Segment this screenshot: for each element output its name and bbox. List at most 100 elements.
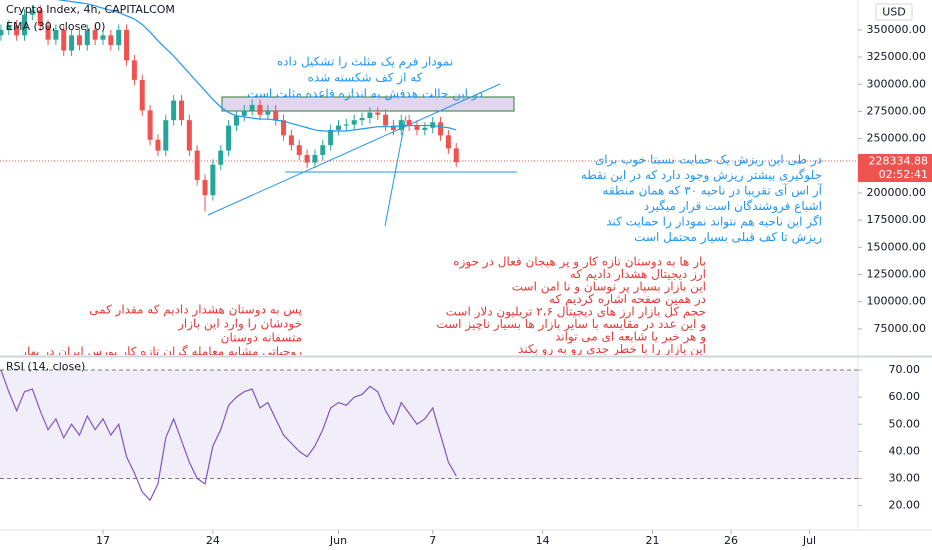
- candle-body: [367, 112, 373, 118]
- candle-body: [351, 120, 357, 125]
- y-tick-label: 100000.00: [867, 295, 927, 308]
- candle-body: [335, 125, 341, 130]
- candle-body: [53, 29, 59, 40]
- annotation-text: که از کف شکسته شده: [308, 71, 423, 86]
- candle-body: [84, 29, 90, 46]
- candle-body: [45, 25, 51, 40]
- indicator-label: EMA (30, close, 0): [6, 20, 105, 33]
- candle-body: [304, 154, 310, 163]
- last-price-label: 228334.88: [869, 155, 929, 168]
- candle-body: [390, 125, 396, 130]
- annotation-text: بار ها به دوستان تازه کار و پر هیجان فعا…: [453, 255, 706, 270]
- candle-body: [312, 154, 318, 163]
- candle-body: [139, 79, 145, 111]
- candle-body: [406, 120, 412, 126]
- annotation-text: این بازار بسیار پر نوسان و نا امن است: [512, 280, 706, 295]
- rsi-y-tick-label: 50.00: [889, 417, 921, 430]
- candle-body: [383, 114, 389, 126]
- candle-body: [6, 25, 12, 30]
- candle-body: [257, 104, 263, 115]
- candle-body: [210, 164, 216, 196]
- candle-body: [438, 122, 444, 136]
- candle-body: [178, 100, 184, 121]
- candle-body: [233, 115, 239, 126]
- candle-body: [100, 35, 106, 40]
- annotation-text: اشباع فروشندگان است قرار میگیرد: [644, 199, 822, 214]
- y-tick-label: 250000.00: [867, 132, 927, 145]
- y-tick-label: 275000.00: [867, 104, 927, 117]
- candle-body: [453, 148, 459, 163]
- candle-body: [288, 135, 294, 146]
- candle-body: [375, 112, 381, 115]
- candle-body: [422, 127, 428, 130]
- candle-body: [281, 120, 287, 136]
- rsi-pane: [0, 369, 858, 502]
- candle-body: [147, 110, 153, 140]
- candle-body: [163, 120, 169, 151]
- candle-body: [37, 10, 43, 26]
- y-tick-label: 200000.00: [867, 186, 927, 199]
- annotation-text: نمودار فرم یک مثلث را تشکیل داده: [277, 55, 453, 70]
- candle-body: [61, 29, 67, 51]
- candle-body: [328, 129, 334, 146]
- candle-body: [92, 29, 98, 40]
- x-tick-label: Jun: [329, 534, 347, 547]
- candle-body: [0, 29, 4, 36]
- annotation-text: این بازار را با خطر جدی رو به رو بکند: [518, 342, 706, 357]
- candle-body: [14, 25, 20, 36]
- rsi-y-tick-label: 30.00: [889, 471, 921, 484]
- candle-body: [29, 10, 35, 15]
- candle-body: [155, 139, 161, 151]
- annotation-text: و هر خبر یا شایعه ای می تواند: [555, 330, 706, 345]
- rsi-band: [0, 370, 858, 479]
- candle-body: [343, 124, 349, 126]
- currency-box[interactable]: [875, 3, 913, 21]
- rsi-y-tick-label: 70.00: [889, 363, 921, 376]
- candle-body: [194, 150, 200, 180]
- annotation-text: جلوگیری بیشتر ریزش وجود دارد که در این ن…: [581, 168, 822, 183]
- candle-body: [320, 145, 326, 155]
- rsi-title: RSI (14, close): [6, 360, 85, 373]
- candle-body: [116, 29, 122, 46]
- currency-label[interactable]: USD: [882, 6, 906, 19]
- candle-body: [296, 145, 302, 155]
- candle-body: [186, 120, 192, 151]
- candle-body: [202, 179, 208, 196]
- x-tick-label: 14: [536, 534, 550, 547]
- y-tick-label: 150000.00: [867, 240, 927, 253]
- rsi-y-tick-label: 20.00: [889, 499, 921, 512]
- candle-body: [241, 110, 247, 116]
- annotation-text: متسفانه دوستان: [221, 331, 302, 346]
- annotation-text: در همین صفحه اشاره کردیم که: [549, 292, 706, 307]
- annotation-text: ارز دیجیتال هشدار دادیم که: [570, 267, 706, 282]
- candle-body: [171, 100, 177, 121]
- annotation-text: و این عدد در مقایسه با سایر بازار ها بسی…: [436, 317, 706, 332]
- x-tick-label: 26: [724, 534, 738, 547]
- candle-body: [414, 125, 420, 130]
- annotation-text: حجم کل بازار ارز های دیجیتال ۲،۶ تریلیون…: [446, 305, 706, 320]
- candle-body: [76, 35, 82, 46]
- candle-body: [249, 104, 255, 111]
- rsi-y-tick-label: 40.00: [889, 444, 921, 457]
- annotation-text: اگر این ناحیه هم نتواند نمودار را حمایت …: [606, 215, 822, 230]
- candle-body: [69, 35, 75, 51]
- annotation-text: روحیاتی مشابه معامله گران تازه کار بورس …: [20, 345, 302, 360]
- annotation-text: ریزش تا کف قبلی بسیار محتمل است: [634, 230, 822, 245]
- candle-body: [359, 117, 365, 121]
- projection-line: [384, 115, 407, 227]
- candle-body: [226, 125, 232, 151]
- x-tick-label: 7: [429, 534, 436, 547]
- annotation-text: پس به دوستان هشدار دادیم که مقدار کمی: [89, 303, 302, 318]
- x-tick-label: 24: [206, 534, 220, 547]
- candle-body: [218, 150, 224, 165]
- y-tick-label: 75000.00: [874, 322, 927, 335]
- y-tick-label: 125000.00: [867, 268, 927, 281]
- candle-body: [124, 29, 130, 61]
- annotation-text: در طی این ریزش یک حمایت نسبتا خوب برای: [595, 153, 822, 168]
- y-tick-label: 350000.00: [867, 23, 927, 36]
- candle-body: [273, 110, 279, 121]
- candle-body: [131, 60, 137, 80]
